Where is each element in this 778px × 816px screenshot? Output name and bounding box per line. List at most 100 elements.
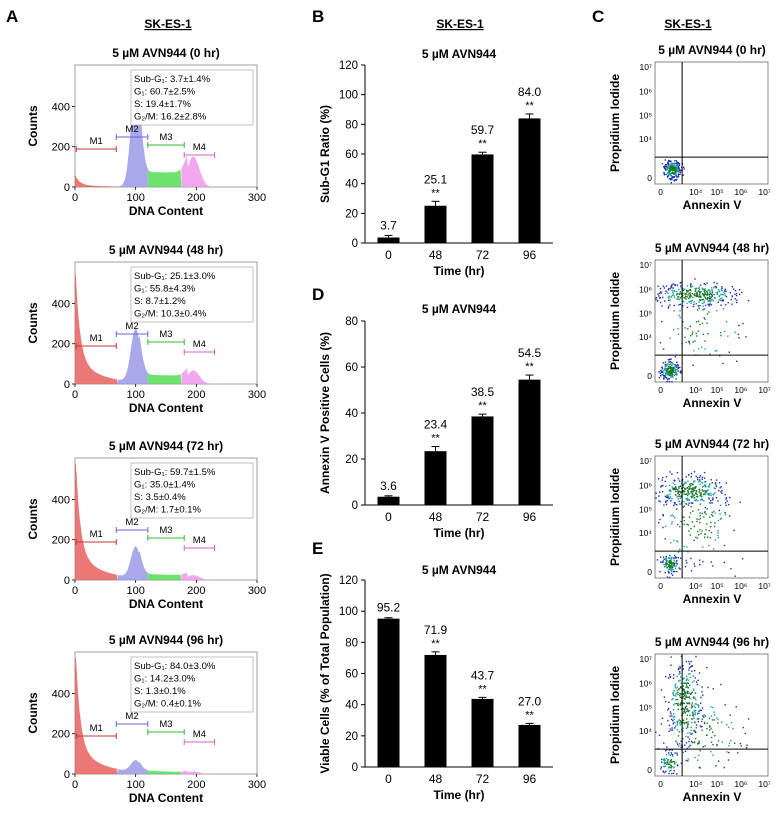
- event-dot: [703, 290, 705, 293]
- event-dot: [701, 287, 703, 289]
- flow-plot-0: 5 µM AVN944 (0 hr)0 10⁴ 10⁵ 10⁶ 10⁷010⁴10⁵10…: [608, 43, 771, 212]
- data-label: 38.5: [471, 385, 495, 399]
- event-dot: [701, 481, 703, 484]
- event-dot: [668, 766, 670, 768]
- event-dot: [686, 678, 688, 680]
- event-dot: [675, 683, 677, 685]
- event-dot: [713, 525, 716, 528]
- event-dot: [671, 514, 674, 516]
- event-dot: [694, 692, 696, 695]
- event-dot: [671, 373, 674, 376]
- event-dot: [661, 484, 663, 487]
- event-dot: [714, 714, 716, 716]
- event-dot: [667, 762, 669, 764]
- event-dot: [701, 499, 704, 501]
- flow-plot-3: 5 µM AVN944 (96 hr)0 10⁴ 10⁵ 10⁶ 10⁷010⁴10⁵1…: [608, 635, 771, 804]
- bar: [377, 618, 400, 767]
- event-dot: [667, 369, 669, 371]
- event-dot: [674, 727, 676, 729]
- event-dot: [678, 567, 680, 569]
- data-label: 95.2: [377, 601, 401, 615]
- stats-box: [130, 266, 254, 323]
- event-dot: [709, 303, 711, 305]
- event-dot: [682, 321, 684, 323]
- event-dot: [672, 723, 674, 725]
- y-tick-label: 400: [52, 298, 70, 310]
- x-tick-label: 10⁶: [734, 779, 747, 789]
- event-dot: [687, 690, 689, 693]
- event-dot: [678, 745, 680, 747]
- event-dot: [678, 495, 680, 497]
- event-dot: [683, 722, 685, 725]
- event-dot: [707, 485, 709, 487]
- event-dot: [690, 528, 692, 530]
- event-dot: [664, 376, 666, 378]
- event-dot: [685, 759, 687, 762]
- event-dot: [673, 173, 675, 175]
- event-dot: [688, 516, 691, 518]
- event-dot: [687, 504, 690, 506]
- x-axis-label: Annexin V: [683, 592, 742, 606]
- event-dot: [699, 503, 702, 505]
- event-dot: [728, 742, 731, 745]
- event-dot: [710, 727, 712, 730]
- event-dot: [675, 167, 677, 169]
- event-dot: [676, 372, 678, 375]
- event-dot: [684, 327, 686, 329]
- event-dot: [669, 368, 672, 370]
- event-dot: [724, 330, 726, 333]
- event-dot: [671, 289, 673, 292]
- event-dot: [669, 769, 672, 772]
- histogram-title: 5 µM AVN944 (48 hr): [109, 243, 223, 257]
- event-dot: [668, 576, 671, 579]
- event-dot: [679, 491, 682, 493]
- event-dot: [711, 295, 713, 297]
- event-dot: [691, 732, 693, 735]
- event-dot: [676, 171, 678, 173]
- event-dot: [690, 491, 692, 493]
- data-label: 25.1: [424, 172, 448, 186]
- x-tick-label: 200: [187, 192, 205, 204]
- event-dot: [670, 752, 672, 754]
- event-dot: [676, 496, 678, 498]
- event-dot: [685, 695, 687, 697]
- event-dot: [695, 295, 698, 298]
- event-dot: [683, 695, 685, 698]
- event-dot: [711, 292, 713, 294]
- event-dot: [710, 706, 712, 708]
- event-dot: [710, 741, 713, 743]
- event-dot: [707, 333, 709, 335]
- event-dot: [692, 296, 694, 299]
- event-dot: [672, 697, 674, 700]
- event-dot: [703, 716, 705, 718]
- event-dot: [717, 718, 719, 721]
- event-dot: [690, 302, 692, 305]
- event-dot: [729, 714, 731, 716]
- event-dot: [694, 278, 696, 280]
- event-dot: [686, 718, 688, 720]
- event-dot: [697, 712, 699, 714]
- event-dot: [714, 512, 716, 514]
- event-dot: [694, 486, 696, 488]
- event-dot: [668, 772, 670, 775]
- bar: [424, 451, 447, 505]
- event-dot: [712, 548, 715, 550]
- event-dot: [704, 304, 707, 307]
- event-dot: [670, 166, 672, 168]
- event-dot: [677, 174, 680, 176]
- event-dot: [670, 174, 672, 177]
- x-axis-label: Time (hr): [433, 264, 484, 278]
- event-dot: [671, 574, 674, 576]
- event-dot: [702, 746, 704, 748]
- event-dot: [684, 490, 686, 493]
- event-dot: [685, 721, 687, 723]
- event-dot: [732, 728, 734, 730]
- event-dot: [666, 381, 668, 383]
- event-dot: [671, 753, 674, 756]
- event-dot: [690, 557, 692, 560]
- event-dot: [706, 294, 709, 296]
- event-dot: [703, 500, 705, 502]
- event-dot: [686, 306, 689, 309]
- data-label: 84.0: [518, 85, 542, 99]
